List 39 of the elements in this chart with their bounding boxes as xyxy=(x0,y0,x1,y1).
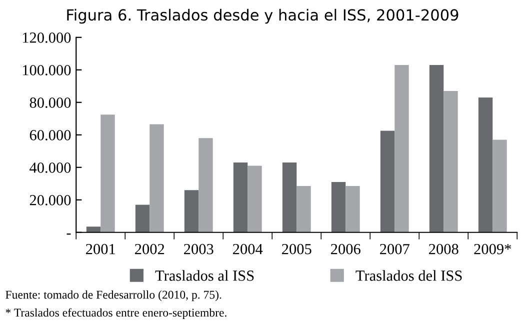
bar xyxy=(198,138,213,232)
y-tick-label: 60.000 xyxy=(30,130,71,140)
bar xyxy=(248,166,262,232)
source-note: Fuente: tomado de Fedesarrollo (2010, p. 75). xyxy=(6,290,222,302)
bar xyxy=(478,98,493,232)
y-tick-label: 120.000 xyxy=(22,32,71,43)
bar xyxy=(331,182,346,232)
legend-label: Traslados al ISS xyxy=(155,270,254,281)
bar xyxy=(429,65,444,232)
x-tick-label: 2004 xyxy=(233,244,263,254)
bar xyxy=(233,162,248,232)
x-tick-label: 2008 xyxy=(429,244,458,254)
bar xyxy=(135,204,150,232)
chart-title: Figura 6. Traslados desde y hacia el ISS, 2001-2009 xyxy=(67,8,458,24)
bar xyxy=(184,190,199,232)
y-tick-label: - xyxy=(66,234,71,235)
text: * Traslados efectuados entre enero-septiembre. xyxy=(6,308,226,320)
bar xyxy=(444,91,458,232)
bar xyxy=(86,226,101,232)
x-tick-label: 2002 xyxy=(135,244,164,254)
bar xyxy=(492,140,507,232)
y-tick-label: 40.000 xyxy=(30,162,71,173)
bar xyxy=(296,186,311,232)
y-tick-label: 20.000 xyxy=(30,195,71,206)
y-tick-label: 80.000 xyxy=(30,98,71,108)
x-tick-label: 2005 xyxy=(282,244,312,254)
x-tick-label: 2009* xyxy=(474,244,511,254)
x-tick-label: 2006 xyxy=(331,244,360,254)
x-tick-label: 2001 xyxy=(86,244,115,254)
x-tick-label: 2007 xyxy=(380,244,410,254)
x-tick-label: 2003 xyxy=(184,244,214,254)
y-tick-label: 100.000 xyxy=(22,65,71,76)
bar xyxy=(394,65,409,232)
bar xyxy=(150,124,164,232)
bar xyxy=(282,162,297,232)
bar xyxy=(100,114,115,232)
bar xyxy=(380,130,395,232)
legend-label: Traslados del ISS xyxy=(356,270,462,281)
bar xyxy=(346,186,360,232)
